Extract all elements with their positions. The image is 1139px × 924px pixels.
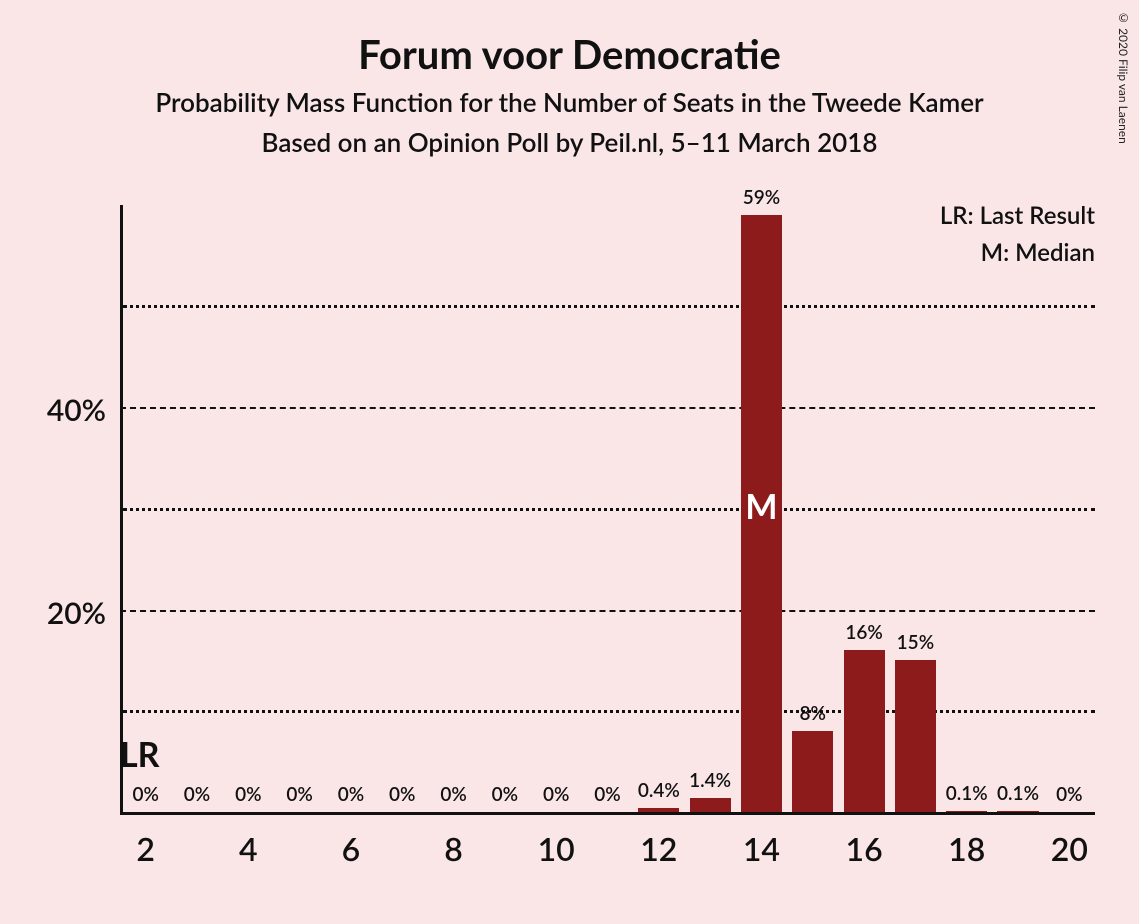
x-tick-label: 10 [538,829,575,868]
y-axis-line [120,205,123,815]
bar-slot: 0.1% [992,205,1043,812]
bar-slot: 0% [171,205,222,812]
bar-slot: 0% [377,205,428,812]
bar [690,798,731,812]
bar-slot: 0% [582,205,633,812]
y-tick-label: 20% [47,595,106,631]
median-marker: M [745,486,777,527]
x-tick-label: 8 [444,829,463,868]
x-tick-label: 4 [239,829,258,868]
bar-value-label: 0% [1056,783,1082,806]
bar-slot: 0% [325,205,376,812]
title-block: Forum voor Democratie Probability Mass F… [0,0,1139,158]
x-tick-label: 18 [948,829,985,868]
bar-value-label: 0% [235,783,261,806]
bar-slot: 16% [838,205,889,812]
bar [844,650,885,812]
bar-slot: 0% [223,205,274,812]
bar-value-label: 0% [543,783,569,806]
bar-value-label: 15% [897,631,934,654]
chart-source: Based on an Opinion Poll by Peil.nl, 5–1… [0,126,1139,158]
bar-slot: 0.1% [941,205,992,812]
x-tick-label: 20 [1051,829,1088,868]
plot-area: LR: Last Result M: Median 20%40% 0%0%0%0… [120,205,1095,815]
chart-title: Forum voor Democratie [0,30,1139,78]
x-axis-line [120,812,1095,815]
bar-value-label: 59% [743,186,780,209]
x-tick-label: 6 [342,829,361,868]
bar-value-label: 0% [338,783,364,806]
x-tick-label: 2 [136,829,155,868]
bar-slot: 59%M [736,205,787,812]
bar [792,731,833,812]
bar-value-label: 0% [492,783,518,806]
bar-value-label: 8% [800,702,826,725]
y-tick-label: 40% [47,392,106,428]
chart-container: © 2020 Filip van Laenen Forum voor Democ… [0,0,1139,924]
bar-value-label: 0.1% [946,782,988,805]
bar-value-label: 1.4% [689,769,731,792]
bars-group: 0% 0% 0% 0% 0% 0% 0% 0% 0% 0% 0.4% 1.4%59%M 8% 16% 15%… [120,205,1095,812]
chart-subtitle: Probability Mass Function for the Number… [0,86,1139,118]
bar-slot: 0% [428,205,479,812]
bar-slot: 0% [531,205,582,812]
bar-slot: 8% [787,205,838,812]
x-tick-label: 12 [640,829,677,868]
bar-value-label: 0% [184,783,210,806]
bar-value-label: 0.1% [997,782,1039,805]
bar-slot: 0% [120,205,171,812]
x-tick-label: 16 [846,829,883,868]
lr-marker: LR [120,734,160,775]
copyright-text: © 2020 Filip van Laenen [1116,10,1131,144]
bar-value-label: 0.4% [638,779,680,802]
bar-slot: 0% [1044,205,1095,812]
bar-value-label: 0% [286,783,312,806]
bar-slot: 1.4% [684,205,735,812]
bar-value-label: 0% [594,783,620,806]
bar-value-label: 0% [132,783,158,806]
bar-slot: 0% [479,205,530,812]
bar-value-label: 0% [389,783,415,806]
bar-slot: 0% [274,205,325,812]
bar-value-label: 0% [440,783,466,806]
bar [895,660,936,812]
bar-slot: 0.4% [633,205,684,812]
bar-value-label: 16% [845,621,882,644]
bar-slot: 15% [890,205,941,812]
x-tick-label: 14 [743,829,780,868]
